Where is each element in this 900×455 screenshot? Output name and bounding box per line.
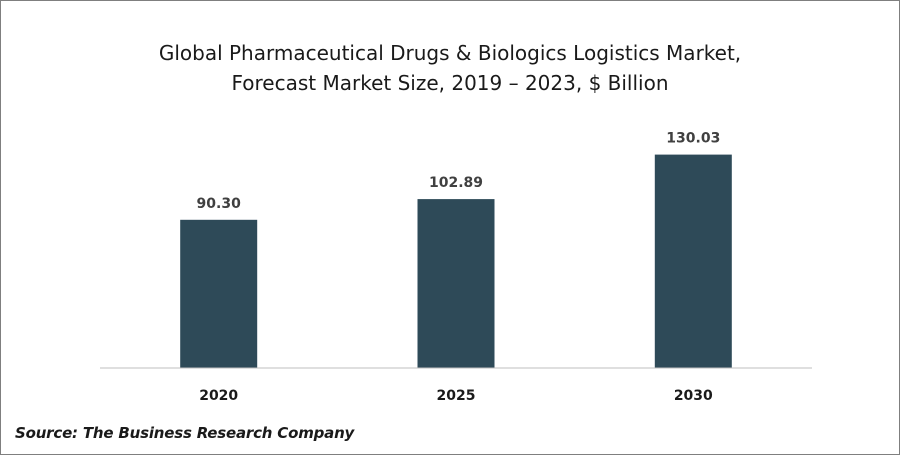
bar-2025 [417,199,495,368]
bar-2020 [180,219,258,368]
data-label-2030: 130.03 [666,131,720,147]
x-tick-label-2020: 2020 [199,388,238,404]
data-label-2020: 90.30 [197,196,242,212]
source-note: Source: The Business Research Company [15,424,355,442]
chart-title-block: Global Pharmaceutical Drugs & Biologics … [0,38,900,98]
bar-2030 [654,154,732,368]
x-tick-label-2030: 2030 [674,388,713,404]
chart-title: Global Pharmaceutical Drugs & Biologics … [158,41,742,65]
data-label-2025: 102.89 [429,175,483,191]
x-tick-label-2025: 2025 [437,388,476,404]
chart-subtitle: Forecast Market Size, 2019 – 2023, $ Bil… [231,71,669,95]
